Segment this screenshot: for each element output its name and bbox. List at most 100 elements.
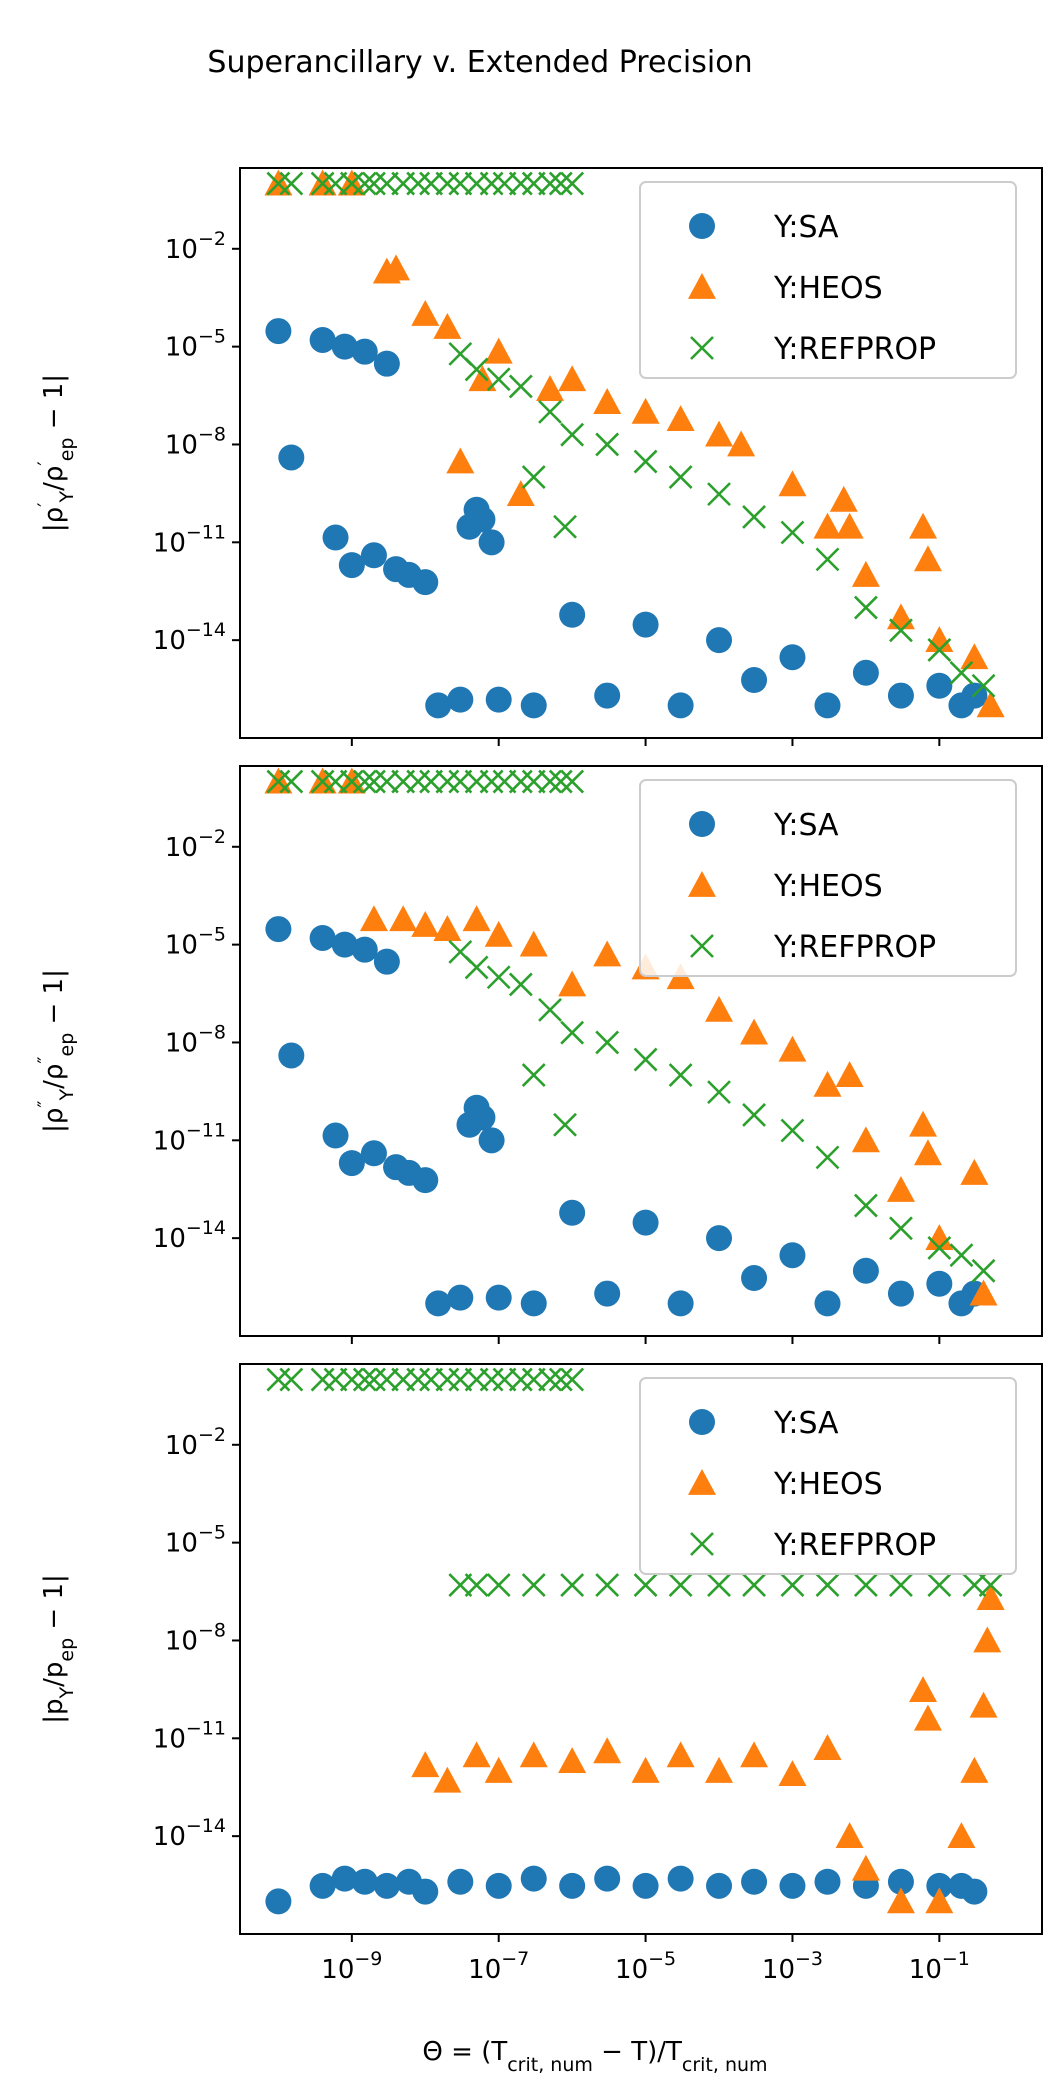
data-point-circle <box>926 1270 953 1297</box>
tick-base: 10 <box>165 235 198 265</box>
data-point-x <box>853 1573 878 1597</box>
data-point-circle <box>447 1868 474 1895</box>
data-point-triangle <box>740 1018 769 1045</box>
data-point-triangle <box>411 300 440 326</box>
data-point-x <box>978 1573 1003 1597</box>
data-point-x <box>560 769 585 794</box>
y-tick-label: 10−5 <box>165 1522 226 1559</box>
data-point-x <box>548 769 573 794</box>
legend: Y:SA Y:HEOS Y:REFPROP <box>639 1377 1017 1575</box>
data-point-x <box>668 1063 693 1088</box>
data-point-triangle <box>593 388 622 414</box>
data-point-triangle <box>947 1822 976 1849</box>
legend-box <box>639 181 1017 379</box>
data-point-circle <box>706 627 733 654</box>
tick-base: 10 <box>153 1126 186 1156</box>
y-tick-label: 10−14 <box>153 619 226 656</box>
x-label-sub: crit, num <box>682 2054 768 2076</box>
data-point-triangle <box>778 1035 807 1062</box>
data-point-circle <box>852 1257 879 1284</box>
data-point-circle <box>478 529 505 556</box>
legend-label: Y:SA <box>773 210 839 245</box>
data-point-x <box>971 1258 996 1283</box>
data-point-x <box>853 595 878 620</box>
data-point-x <box>435 769 460 794</box>
data-point-triangle <box>835 1061 864 1087</box>
legend-label: Y:SA <box>773 1406 839 1441</box>
data-point-circle <box>265 1888 292 1915</box>
y-label-part: /ρ <box>39 1064 69 1089</box>
data-point-circle <box>265 318 292 345</box>
data-point-x <box>538 997 562 1022</box>
data-point-circle <box>520 692 547 719</box>
y-label-part: ″ <box>34 1100 56 1107</box>
legend-label: Y:REFPROP <box>773 1528 936 1563</box>
data-point-circle <box>331 931 358 958</box>
data-point-triangle <box>705 995 734 1022</box>
data-point-x <box>486 965 511 990</box>
data-point-x <box>435 1367 460 1392</box>
data-point-x <box>668 1573 693 1597</box>
data-point-x <box>352 1367 377 1392</box>
data-point-triangle <box>829 485 858 512</box>
tick-exponent: −11 <box>186 1119 226 1141</box>
y-label-part: /p <box>39 1662 69 1687</box>
data-point-triangle <box>536 375 565 401</box>
data-point-x <box>595 1030 620 1055</box>
data-point-triangle <box>519 1741 548 1768</box>
data-point-circle <box>667 1290 694 1317</box>
data-point-triangle <box>969 1691 998 1718</box>
data-point-circle <box>447 686 474 713</box>
x-label-part: − T)/T <box>593 2037 682 2067</box>
data-point-circle <box>779 1242 806 1269</box>
data-point-triangle <box>593 940 622 967</box>
data-point-circle <box>632 611 659 638</box>
tick-base: 10 <box>165 333 198 363</box>
data-point-x <box>508 972 533 997</box>
data-point-circle <box>351 936 378 963</box>
tick-base: 10 <box>165 1529 198 1559</box>
data-point-x <box>815 1573 840 1597</box>
data-point-triangle <box>886 1887 915 1914</box>
y-label-part: ep <box>56 438 78 462</box>
data-point-circle <box>667 692 694 719</box>
data-point-triangle <box>631 397 660 424</box>
data-point-x <box>521 1573 546 1597</box>
data-point-circle <box>741 667 768 694</box>
data-point-circle <box>706 1225 733 1252</box>
data-point-circle <box>485 1284 512 1311</box>
data-point-triangle <box>558 1747 587 1774</box>
data-point-x <box>889 618 913 643</box>
legend-marker-x <box>690 934 714 958</box>
data-point-circle <box>338 552 365 579</box>
data-point-triangle <box>851 1126 880 1153</box>
data-point-x <box>780 1118 805 1143</box>
data-point-circle <box>594 1280 621 1307</box>
y-axis-label: |pY/pep − 1| <box>39 1574 78 1724</box>
data-point-x <box>486 1573 511 1597</box>
data-point-x <box>742 1103 766 1127</box>
data-point-circle <box>741 1868 768 1895</box>
data-point-circle <box>278 1042 305 1069</box>
data-point-x <box>927 638 952 662</box>
data-point-x <box>406 1367 431 1392</box>
data-point-triangle <box>813 1070 842 1097</box>
data-point-x <box>742 505 766 529</box>
data-point-circle <box>412 1167 439 1194</box>
data-point-triangle <box>433 312 462 339</box>
data-point-circle <box>373 1872 400 1899</box>
data-point-triangle <box>484 337 513 364</box>
tick-base: 10 <box>762 1955 795 1985</box>
data-point-triangle <box>925 1887 954 1914</box>
data-point-circle <box>331 1865 358 1892</box>
x-tick-label: 10−5 <box>615 1948 676 1985</box>
data-point-circle <box>309 326 336 353</box>
legend-label: Y:HEOS <box>773 1467 883 1502</box>
data-point-x <box>553 1112 577 1137</box>
tick-base: 10 <box>153 1224 186 1254</box>
data-point-x <box>548 171 573 196</box>
y-label-part: |p <box>39 1698 69 1723</box>
data-point-triangle <box>976 691 1005 718</box>
y-tick-label: 10−5 <box>165 326 226 363</box>
